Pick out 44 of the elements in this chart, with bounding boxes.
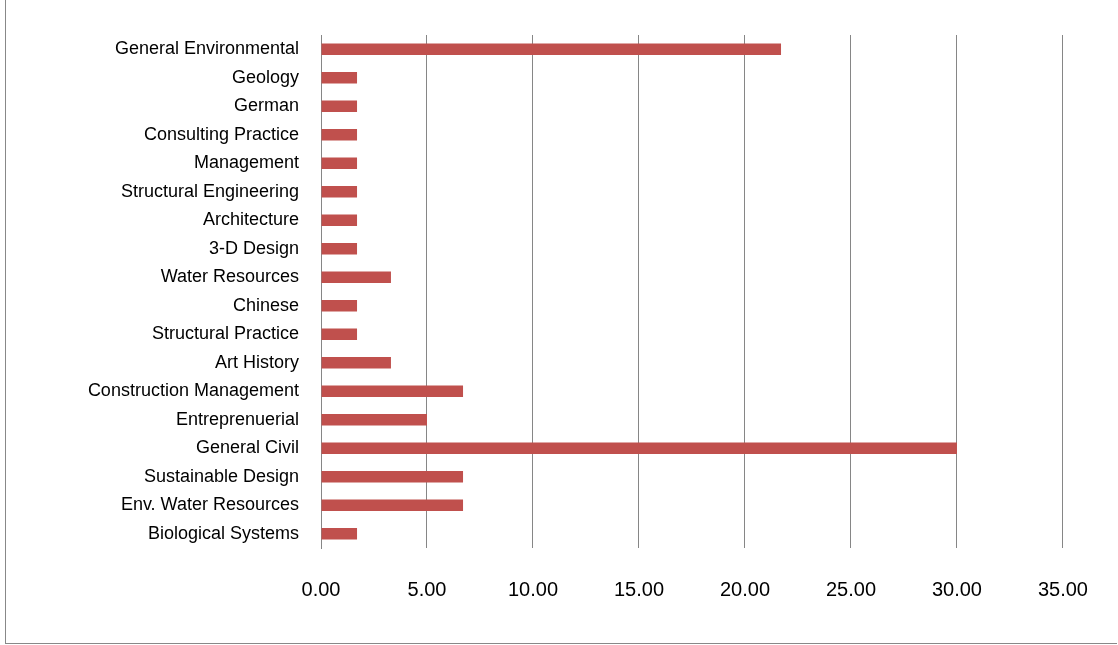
bar: [321, 72, 358, 84]
bar: [321, 499, 464, 511]
y-tick-label: Structural Engineering: [120, 180, 299, 201]
bar: [321, 271, 391, 283]
bar: [321, 328, 358, 340]
y-tick-label: Consulting Practice: [143, 123, 299, 144]
x-tick-label: 10.00: [507, 577, 559, 600]
x-tick-label: 15.00: [613, 577, 665, 600]
bar: [321, 214, 358, 226]
x-tick-label: 5.00: [407, 577, 447, 600]
x-tick-label: 30.00: [931, 577, 983, 600]
y-tick-label: 3-D Design: [208, 237, 299, 258]
bar: [321, 43, 782, 55]
y-tick-label: Structural Practice: [151, 323, 299, 344]
bar: [321, 528, 358, 540]
bar: [321, 129, 358, 141]
y-tick-label: Sustainable Design: [143, 465, 299, 486]
bar: [321, 414, 427, 426]
bar: [321, 100, 358, 112]
bar: [321, 300, 358, 312]
y-tick-label: Biological Systems: [147, 522, 299, 543]
y-tick-label: Geology: [231, 66, 299, 87]
bar: [321, 243, 358, 255]
y-tick-label: Management: [193, 152, 299, 173]
bar: [321, 186, 358, 198]
y-tick-label: General Environmental: [114, 38, 299, 59]
y-tick-label: Chinese: [232, 294, 299, 315]
bar: [321, 157, 358, 169]
y-tick-label: Entreprenuerial: [175, 408, 299, 429]
bar: [321, 385, 464, 397]
y-tick-label: German: [233, 95, 299, 116]
bar: [321, 357, 391, 369]
y-tick-label: General Civil: [195, 437, 299, 458]
y-tick-label: Architecture: [202, 209, 299, 230]
y-tick-label: Construction Management: [87, 380, 299, 401]
bar: [321, 442, 957, 454]
x-tick-label: 35.00: [1037, 577, 1089, 600]
x-tick-label: 25.00: [825, 577, 877, 600]
y-tick-label: Water Resources: [160, 266, 299, 287]
y-tick-label: Art History: [214, 351, 299, 372]
y-tick-label: Env. Water Resources: [120, 494, 299, 515]
bar: [321, 471, 464, 483]
x-tick-label: 20.00: [719, 577, 771, 600]
x-tick-label: 0.00: [301, 577, 341, 600]
